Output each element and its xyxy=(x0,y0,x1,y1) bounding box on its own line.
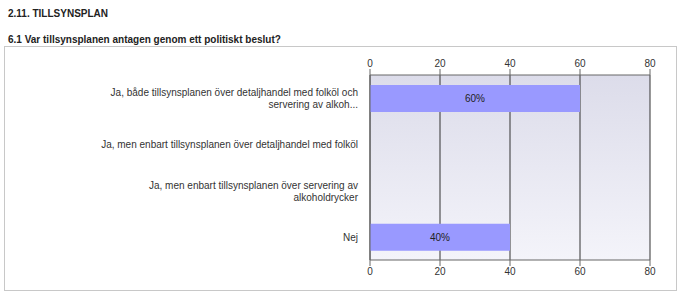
svg-text:40: 40 xyxy=(504,266,516,277)
svg-text:Ja, både tillsynsplanen över d: Ja, både tillsynsplanen över detaljhande… xyxy=(111,87,358,110)
svg-text:Ja, men enbart tillsynsplanen: Ja, men enbart tillsynsplanen över serve… xyxy=(149,179,359,202)
svg-text:20: 20 xyxy=(434,58,446,69)
svg-text:40: 40 xyxy=(504,58,516,69)
svg-text:80: 80 xyxy=(644,58,656,69)
svg-text:0: 0 xyxy=(367,58,373,69)
svg-text:80: 80 xyxy=(644,266,656,277)
svg-text:60: 60 xyxy=(574,58,586,69)
svg-text:Nej: Nej xyxy=(343,231,358,242)
svg-text:60: 60 xyxy=(574,266,586,277)
svg-text:40%: 40% xyxy=(430,232,450,243)
svg-text:Ja, men enbart tillsynsplanen: Ja, men enbart tillsynsplanen över detal… xyxy=(101,139,358,150)
svg-text:60%: 60% xyxy=(465,93,485,104)
svg-text:20: 20 xyxy=(434,266,446,277)
html-text:2.11. TILLSYNSPLAN: 2.11. TILLSYNSPLAN xyxy=(8,8,108,19)
html-text:6.1 Var tillsynsplanen antagen: 6.1 Var tillsynsplanen antagen genom ett… xyxy=(8,34,281,45)
svg-text:0: 0 xyxy=(367,266,373,277)
